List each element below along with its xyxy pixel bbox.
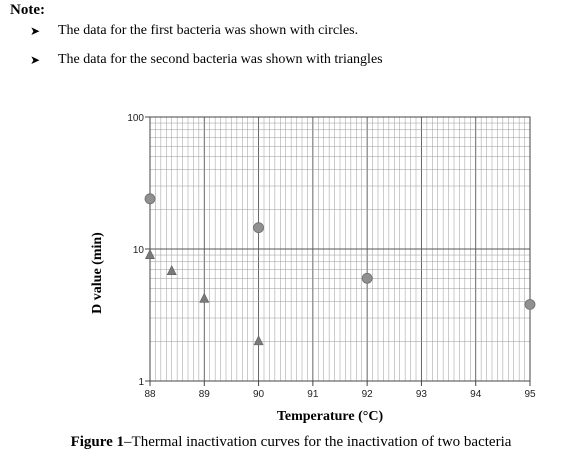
- figure-caption-label: Figure 1: [70, 434, 125, 450]
- figure-caption-text: –Thermal inactivation curves for the ina…: [124, 434, 512, 450]
- note-title: Note:: [10, 2, 45, 18]
- data-point-circle: [144, 193, 156, 205]
- y-tick-label: 1: [138, 377, 144, 388]
- x-tick-labels: 88 89 90 91 92 93 94 95: [144, 389, 536, 400]
- y-tick-label: 100: [127, 113, 144, 124]
- data-point-triangle: [199, 292, 210, 303]
- data-point-circle: [524, 299, 536, 310]
- x-tick-label: 92: [362, 389, 374, 400]
- note-bullet-triangles: ➤ The data for the second bacteria was s…: [28, 51, 383, 80]
- data-point-triangle: [166, 265, 177, 276]
- x-tick-label: 94: [470, 389, 482, 400]
- arrow-bullet-icon: ➤: [30, 53, 41, 67]
- figure-caption: Figure 1–Thermal inactivation curves for…: [0, 434, 582, 451]
- data-point-circle: [253, 222, 264, 234]
- chart-grid: [149, 116, 531, 382]
- x-tick-label: 93: [416, 389, 428, 400]
- arrow-bullet-icon: ➤: [30, 24, 41, 38]
- chart-axes: [145, 116, 531, 386]
- note-bullet-text: The data for the first bacteria was show…: [58, 23, 359, 38]
- y-tick-labels: 1 10 100: [127, 113, 144, 388]
- x-tick-label: 90: [253, 389, 265, 400]
- data-points: [144, 193, 536, 346]
- data-point-triangle: [253, 335, 264, 346]
- x-axis-label: Temperature (°C): [277, 409, 384, 424]
- x-tick-label: 89: [199, 389, 211, 400]
- data-point-circle: [361, 272, 373, 284]
- note-bullet-text: The data for the second bacteria was sho…: [58, 52, 383, 67]
- note-list: ➤ The data for the first bacteria was sh…: [28, 22, 383, 80]
- y-axis-label: D value (min): [90, 232, 105, 314]
- x-tick-label: 95: [524, 389, 536, 400]
- x-tick-label: 91: [307, 389, 319, 400]
- data-point-triangle: [145, 248, 155, 259]
- note-bullet-circles: ➤ The data for the first bacteria was sh…: [28, 22, 383, 51]
- y-tick-label: 10: [133, 245, 145, 256]
- x-tick-label: 88: [144, 389, 156, 400]
